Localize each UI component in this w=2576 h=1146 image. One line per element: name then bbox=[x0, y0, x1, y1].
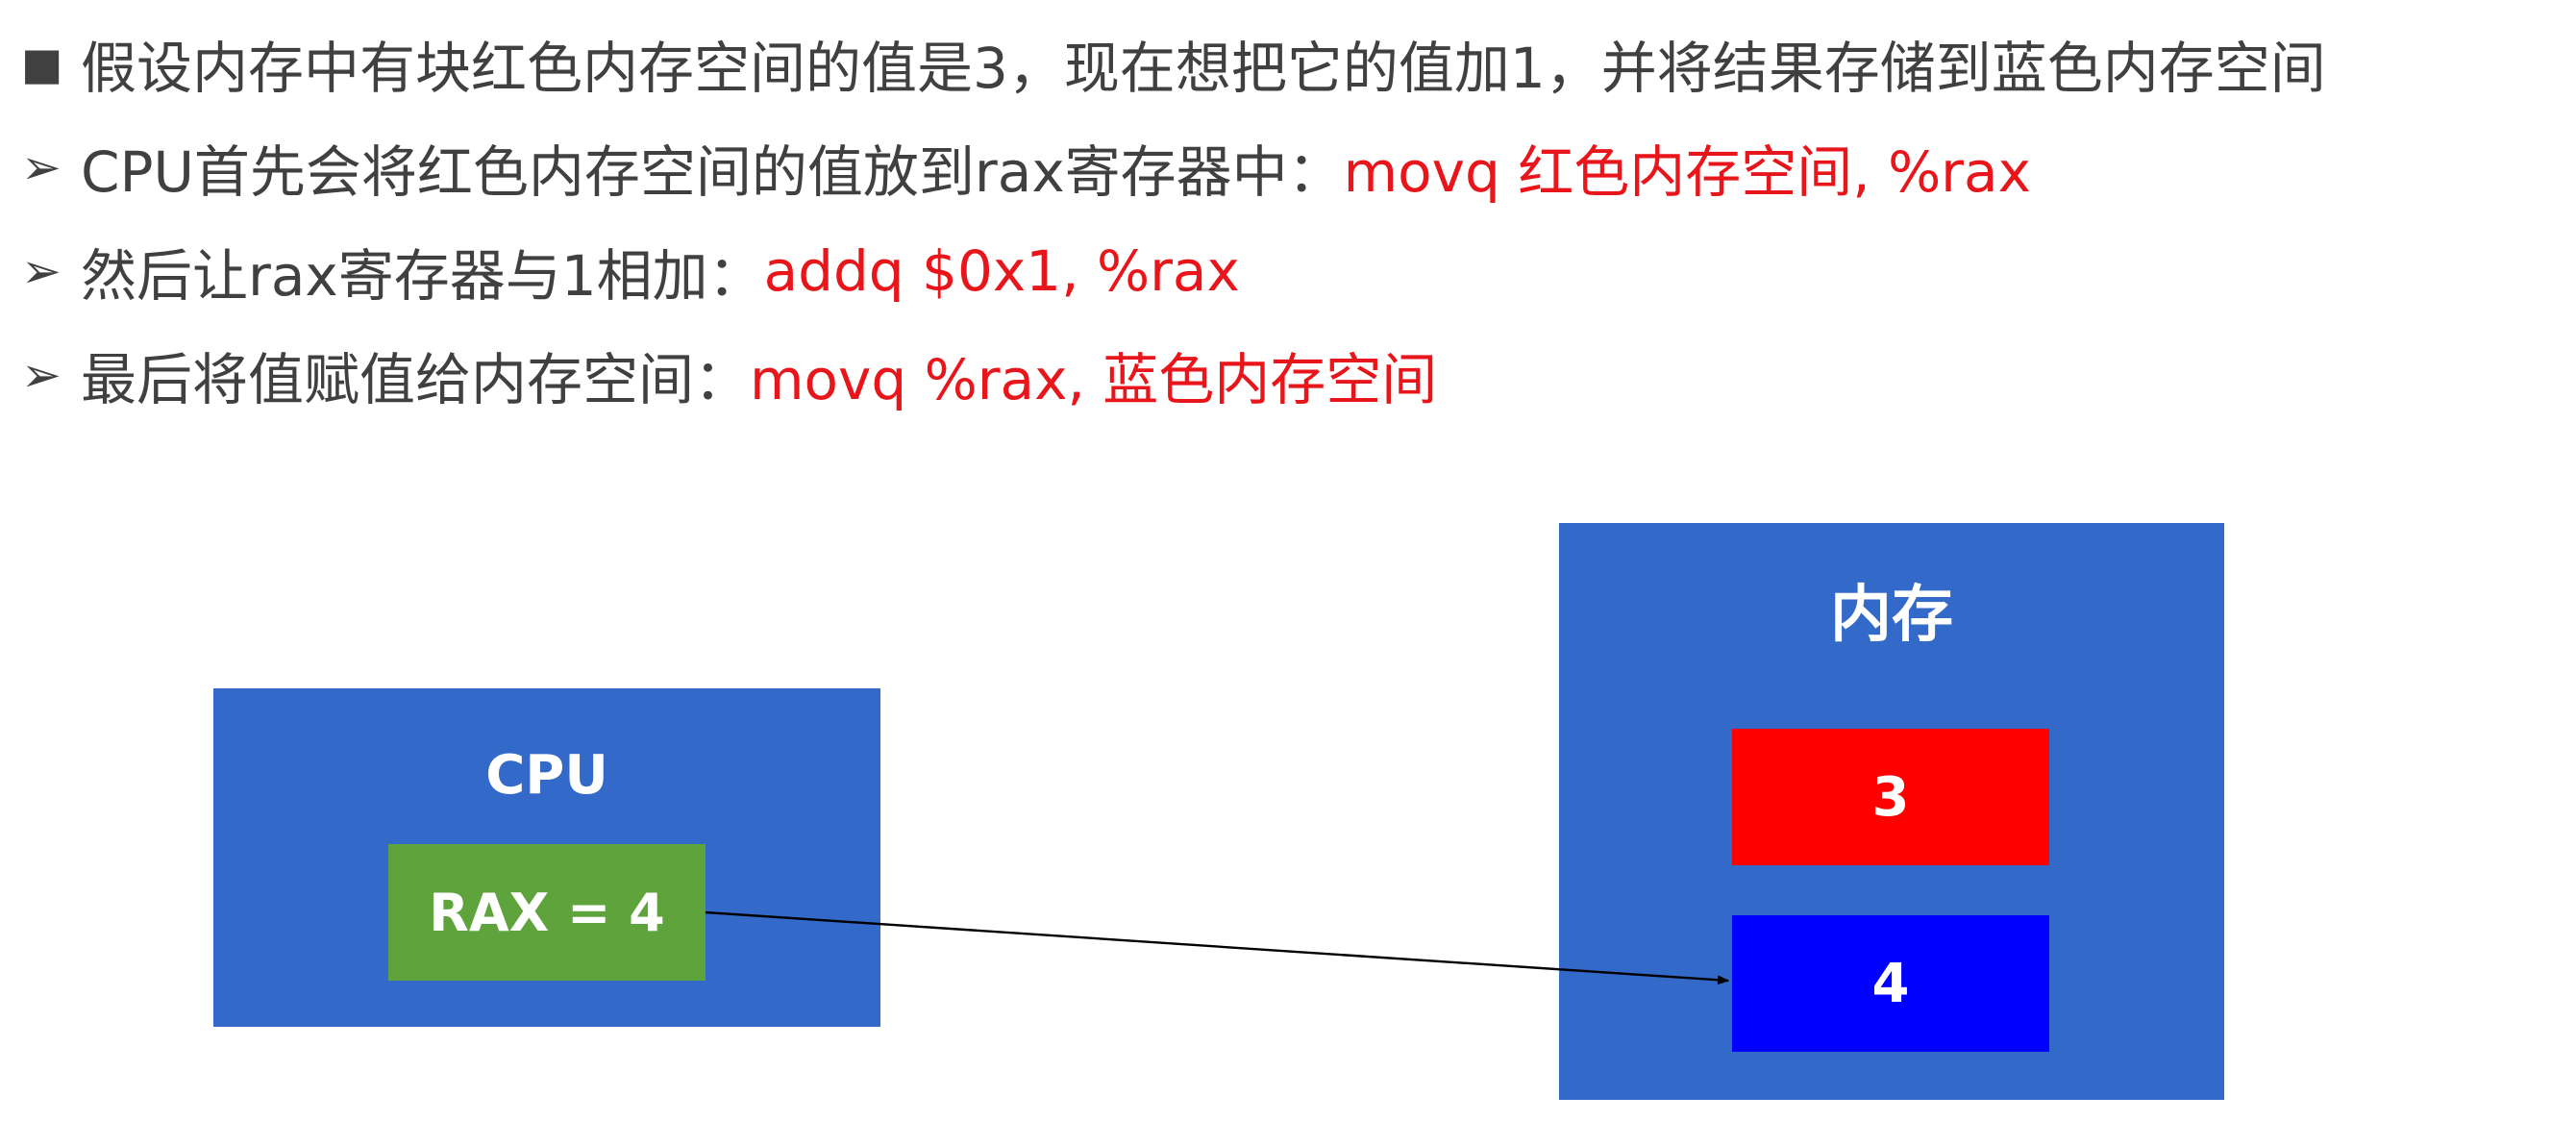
store-arrow-line bbox=[706, 912, 1728, 981]
